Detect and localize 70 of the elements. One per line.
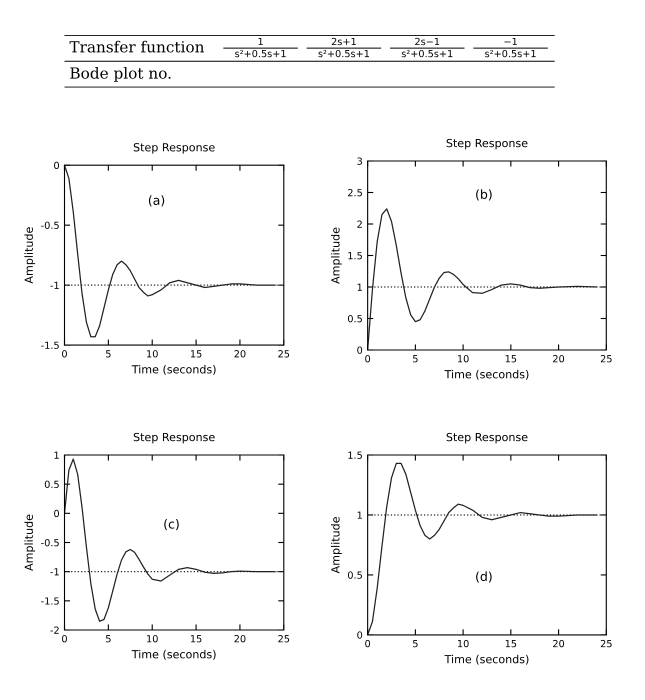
x-tick-label: 25 bbox=[600, 640, 612, 648]
x-tick-label: 5 bbox=[106, 350, 111, 358]
text: 1 bbox=[258, 38, 263, 46]
y-tick-label: -1 bbox=[50, 282, 59, 289]
x-tick-label: 5 bbox=[413, 355, 418, 362]
y-tick-label: 1 bbox=[358, 284, 362, 291]
x-tick-label: 25 bbox=[278, 350, 290, 358]
x-tick-label: 10 bbox=[458, 640, 469, 648]
y-tick-label: 0 bbox=[54, 162, 59, 170]
y-tick-label: 1 bbox=[358, 512, 362, 519]
x-tick-label: 15 bbox=[506, 640, 516, 648]
text: −1 bbox=[504, 38, 517, 46]
y-tick-label: -0.5 bbox=[41, 538, 59, 546]
y-axis-title: Amplitude bbox=[24, 514, 36, 571]
y-tick-label: -1.5 bbox=[41, 597, 59, 605]
annotation: (d) bbox=[476, 571, 492, 583]
text: Transfer function bbox=[70, 40, 204, 53]
annotation: (a) bbox=[148, 195, 164, 206]
x-tick-label: 20 bbox=[553, 640, 564, 648]
y-tick-label: 0.5 bbox=[44, 480, 59, 488]
y-tick-label: 1.5 bbox=[348, 452, 362, 459]
x-tick-label: 15 bbox=[190, 635, 202, 642]
x-tick-label: 0 bbox=[365, 640, 370, 648]
y-axis-title: Amplitude bbox=[331, 517, 342, 574]
x-tick-label: 10 bbox=[147, 350, 158, 358]
y-axis-title: Amplitude bbox=[24, 227, 36, 284]
text: s²+0.5s+1 bbox=[235, 50, 286, 58]
y-tick-label: 0 bbox=[54, 510, 59, 518]
x-tick-label: 0 bbox=[62, 635, 67, 642]
y-axis-title: Amplitude bbox=[331, 228, 342, 284]
text: s²+0.5s+1 bbox=[402, 50, 452, 58]
y-tick-label: -1 bbox=[50, 568, 59, 576]
x-tick-label: 25 bbox=[278, 635, 290, 642]
y-tick-label: 0.5 bbox=[348, 314, 362, 322]
x-tick-label: 25 bbox=[600, 355, 612, 362]
x-tick-label: 15 bbox=[190, 350, 202, 358]
y-tick-label: -2 bbox=[50, 626, 59, 634]
chart-title: Step Response bbox=[134, 432, 215, 444]
chart-title: Step Response bbox=[446, 432, 528, 444]
x-axis-title: Time (seconds) bbox=[132, 650, 216, 660]
y-tick-label: 2.5 bbox=[348, 188, 362, 196]
text: s²+0.5s+1 bbox=[485, 50, 536, 58]
y-tick-label: -0.5 bbox=[41, 222, 59, 229]
chart-title: Step Response bbox=[446, 138, 528, 150]
x-tick-label: 10 bbox=[458, 355, 469, 362]
x-axis-title: Time (seconds) bbox=[132, 364, 216, 375]
y-tick-label: -1.5 bbox=[41, 342, 59, 349]
x-tick-label: 0 bbox=[62, 350, 67, 358]
y-tick-label: 2 bbox=[357, 220, 362, 228]
y-tick-label: 1 bbox=[54, 452, 59, 459]
chart-title: Step Response bbox=[134, 143, 215, 154]
x-tick-label: 5 bbox=[413, 640, 418, 648]
annotation: (c) bbox=[164, 519, 179, 530]
y-tick-label: 1.5 bbox=[348, 252, 362, 260]
text: 2s+1 bbox=[332, 38, 356, 46]
x-tick-label: 20 bbox=[234, 635, 246, 642]
x-tick-label: 20 bbox=[553, 355, 564, 362]
x-tick-label: 5 bbox=[106, 635, 111, 642]
x-axis-title: Time (seconds) bbox=[444, 654, 528, 665]
x-tick-label: 0 bbox=[365, 355, 370, 362]
y-tick-label: 3 bbox=[357, 157, 362, 165]
x-tick-label: 20 bbox=[234, 350, 246, 358]
text: s²+0.5s+1 bbox=[318, 50, 369, 58]
x-axis-title: Time (seconds) bbox=[444, 370, 528, 380]
x-tick-label: 15 bbox=[506, 355, 516, 362]
x-tick-label: 10 bbox=[147, 635, 158, 642]
text: Bode plot no. bbox=[70, 66, 171, 82]
y-tick-label: 0.5 bbox=[348, 571, 362, 579]
text: 2s−1 bbox=[415, 38, 440, 46]
annotation: (b) bbox=[476, 189, 492, 200]
